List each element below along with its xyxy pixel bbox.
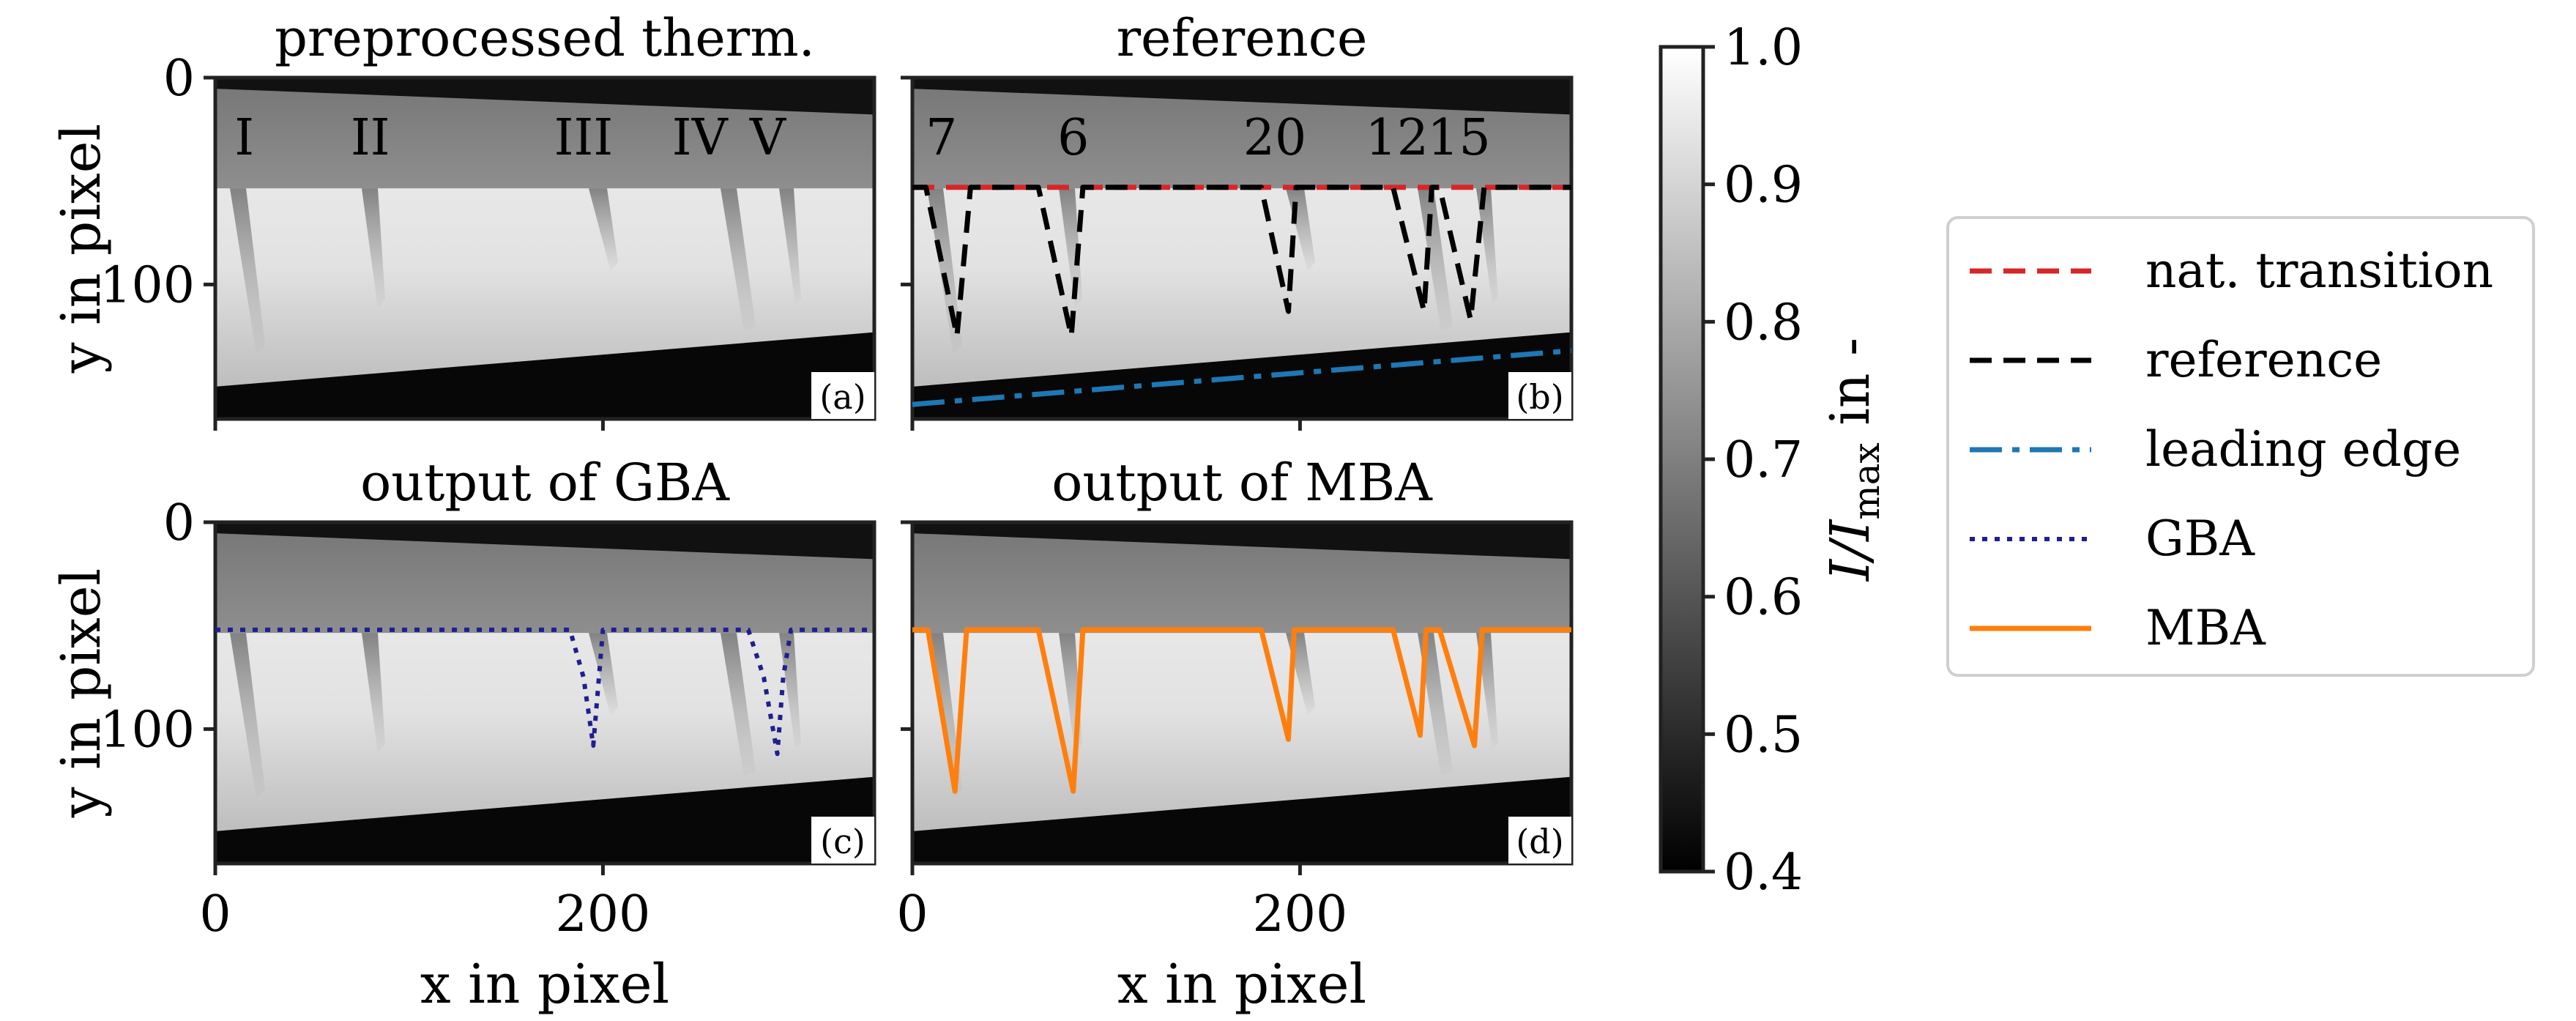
x-axis-label: x in pixel — [420, 953, 669, 1016]
legend-label: nat. transition — [2145, 242, 2493, 299]
thermogram-image — [912, 522, 1571, 864]
element-label: IV — [672, 109, 729, 167]
colorbar-tick-label: 0.4 — [1724, 844, 1803, 902]
series-gba — [215, 627, 874, 757]
wedge-label: 15 — [1427, 109, 1491, 167]
colorbar-tick-label: 0.5 — [1724, 706, 1803, 764]
panel-label-box — [811, 817, 874, 864]
panel-d: output of MBA (d) 0 200 x in pixel — [896, 453, 1574, 1016]
y-axis-label: y in pixel — [50, 124, 113, 374]
legend-label: reference — [2145, 332, 2382, 388]
colorbar-label: I/Imax in - — [1819, 338, 1888, 582]
colorbar-tick-label: 1.0 — [1724, 19, 1803, 77]
element-label: II — [351, 109, 390, 167]
panel-label: (a) — [819, 377, 866, 417]
legend-frame — [1946, 216, 2535, 677]
panel-title: preprocessed therm. — [275, 8, 815, 68]
panel-title: reference — [1117, 8, 1368, 68]
series-mba — [912, 627, 1571, 794]
legend-label: GBA — [2145, 510, 2255, 567]
panel-c: output of GBA (c) 0 100 0 200 y in pixel x in p… — [50, 453, 876, 1016]
x-tick-label: 0 — [199, 886, 231, 943]
wedge-label: 12 — [1365, 109, 1429, 167]
panel-frame — [213, 75, 876, 421]
element-label: I — [234, 109, 254, 167]
panel-title: output of MBA — [1051, 453, 1433, 513]
y-tick-label: 100 — [100, 256, 195, 314]
panel-label: (c) — [820, 822, 866, 861]
colorbar: 0.4 0.5 0.6 0.7 0.8 0.9 1.0 I/Imax in - — [1659, 19, 1888, 902]
series-reference — [912, 185, 1571, 339]
panel-label-box — [1508, 817, 1571, 864]
wedge-label: 20 — [1243, 109, 1307, 167]
panel-title: output of GBA — [360, 453, 730, 513]
colorbar-tick-label: 0.6 — [1724, 569, 1803, 627]
panel-label: (d) — [1516, 822, 1563, 861]
legend-label: leading edge — [2145, 421, 2461, 478]
colorbar-tick-label: 0.8 — [1724, 294, 1803, 352]
wedge-label: 7 — [926, 109, 957, 167]
colorbar-tick-label: 0.9 — [1724, 157, 1803, 215]
colorbar-gradient — [1659, 45, 1705, 874]
colorbar-tick-label: 0.7 — [1724, 431, 1803, 489]
x-tick-label: 200 — [556, 886, 651, 943]
wedge-label: 6 — [1057, 109, 1089, 167]
legend: nat. transition reference leading edge GBA M… — [1946, 216, 2535, 677]
x-axis-label: x in pixel — [1117, 953, 1366, 1016]
y-tick-label: 100 — [100, 701, 195, 759]
thermogram-image — [215, 522, 874, 864]
legend-label: MBA — [2145, 600, 2266, 656]
panel-label-box — [1508, 372, 1571, 419]
y-tick-label: 0 — [163, 494, 195, 552]
y-axis-label: y in pixel — [50, 568, 113, 818]
x-tick-label: 200 — [1253, 886, 1348, 943]
element-label: V — [749, 109, 787, 167]
panel-frame — [910, 75, 1574, 421]
panel-label-box — [811, 372, 874, 419]
y-tick-label: 0 — [163, 50, 195, 108]
x-tick-label: 0 — [896, 886, 928, 943]
panel-frame — [213, 520, 876, 866]
panel-label: (b) — [1516, 377, 1563, 417]
element-label: III — [554, 109, 614, 167]
panel-frame — [910, 520, 1574, 866]
series-leading-edge — [912, 348, 1572, 407]
